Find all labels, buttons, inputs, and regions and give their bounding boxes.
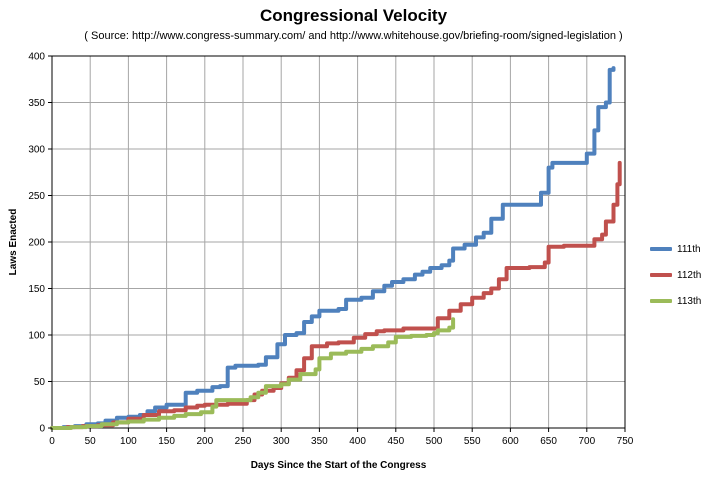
legend-item-111th: 111th	[650, 236, 705, 262]
y-axis-ticks: 0 50 100 150 200 250 300 350 400	[28, 52, 52, 435]
legend-label-113th: 113th	[677, 295, 702, 307]
x-tick-label: 650	[540, 436, 557, 447]
series-line-111th	[50, 66, 616, 430]
x-tick-label: 400	[349, 436, 366, 447]
y-tick-label: 200	[28, 238, 45, 249]
legend-item-113th: 113th	[650, 288, 705, 314]
legend-label-112th: 112th	[677, 269, 702, 281]
y-tick-label: 300	[28, 145, 45, 156]
y-tick-label: 50	[34, 377, 46, 388]
x-tick-label: 350	[311, 436, 328, 447]
y-tick-label: 400	[28, 52, 45, 63]
y-tick-label: 250	[28, 191, 45, 202]
x-tick-label: 250	[235, 436, 252, 447]
x-tick-label: 700	[578, 436, 595, 447]
x-tick-label: 750	[617, 436, 634, 447]
legend-swatch-111th	[650, 247, 672, 251]
x-axis-ticks: 0 50 100 150 200 250 300 350 400 450 500 550 600 650 7…	[49, 428, 634, 447]
x-tick-label: 50	[85, 436, 97, 447]
series-layer	[50, 66, 622, 430]
x-tick-label: 100	[120, 436, 137, 447]
x-tick-label: 150	[158, 436, 175, 447]
y-tick-label: 150	[28, 284, 45, 295]
legend-item-112th: 112th	[650, 262, 705, 288]
x-tick-label: 300	[273, 436, 290, 447]
series-line-112th	[50, 160, 622, 430]
legend-swatch-112th	[650, 273, 672, 277]
x-tick-label: 500	[426, 436, 443, 447]
chart-title: Congressional Velocity	[259, 6, 448, 25]
x-tick-label: 200	[196, 436, 213, 447]
x-axis-label: Days Since the Start of the Congress	[251, 460, 427, 471]
series-line-113th	[50, 317, 456, 430]
x-tick-label: 600	[502, 436, 519, 447]
grid-lines	[52, 56, 625, 428]
y-tick-label: 100	[28, 331, 45, 342]
x-tick-label: 450	[387, 436, 404, 447]
y-axis-label: Laws Enacted	[8, 209, 19, 276]
legend-swatch-113th	[650, 299, 672, 303]
x-tick-label: 550	[464, 436, 481, 447]
chart-subtitle: ( Source: http://www.congress-summary.co…	[84, 30, 623, 42]
legend-label-111th: 111th	[677, 243, 701, 255]
y-tick-label: 350	[28, 98, 45, 109]
legend: 111th 112th 113th	[650, 236, 705, 314]
x-tick-label: 0	[49, 436, 55, 447]
y-tick-label: 0	[39, 424, 45, 435]
